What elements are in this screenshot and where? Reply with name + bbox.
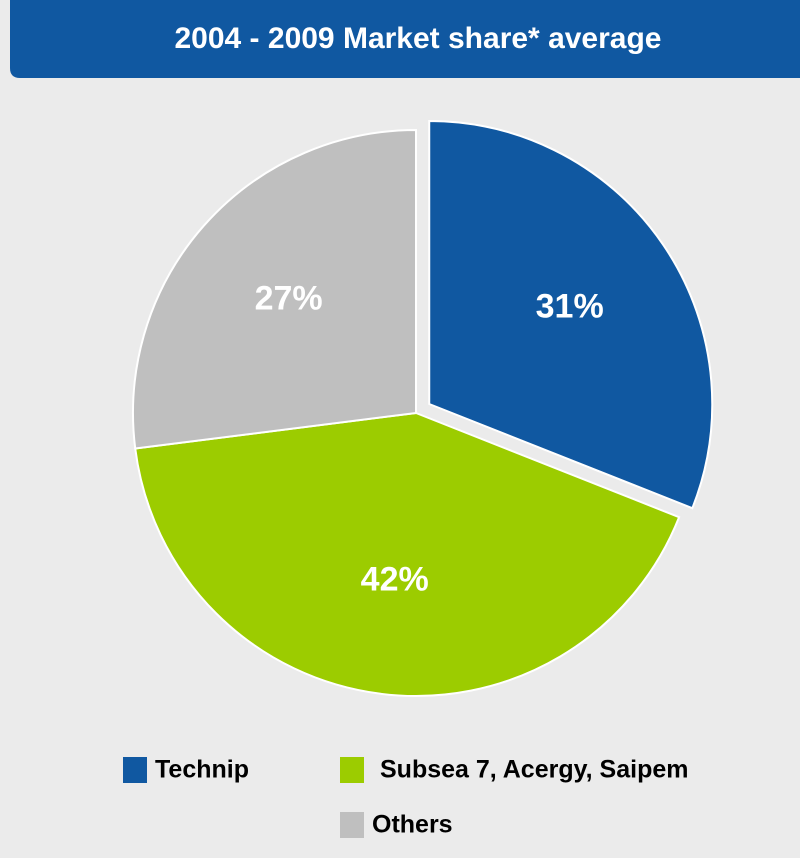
- data-label: 27%: [255, 280, 323, 318]
- pie-slice: [134, 411, 681, 697]
- legend-swatch: [123, 757, 147, 783]
- legend-swatch: [340, 812, 364, 838]
- pie-slice: [428, 120, 714, 510]
- chart-title: 2004 - 2009 Market share* average: [174, 22, 661, 55]
- legend-label: Others: [372, 811, 453, 839]
- title-bar: [10, 0, 800, 78]
- legend-label: Subsea 7, Acergy, Saipem: [380, 756, 688, 784]
- pie-slice: [132, 128, 417, 450]
- legend-label: Technip: [155, 756, 249, 784]
- data-label: 31%: [536, 288, 604, 326]
- legend-swatch: [340, 757, 364, 783]
- data-label: 42%: [361, 560, 429, 598]
